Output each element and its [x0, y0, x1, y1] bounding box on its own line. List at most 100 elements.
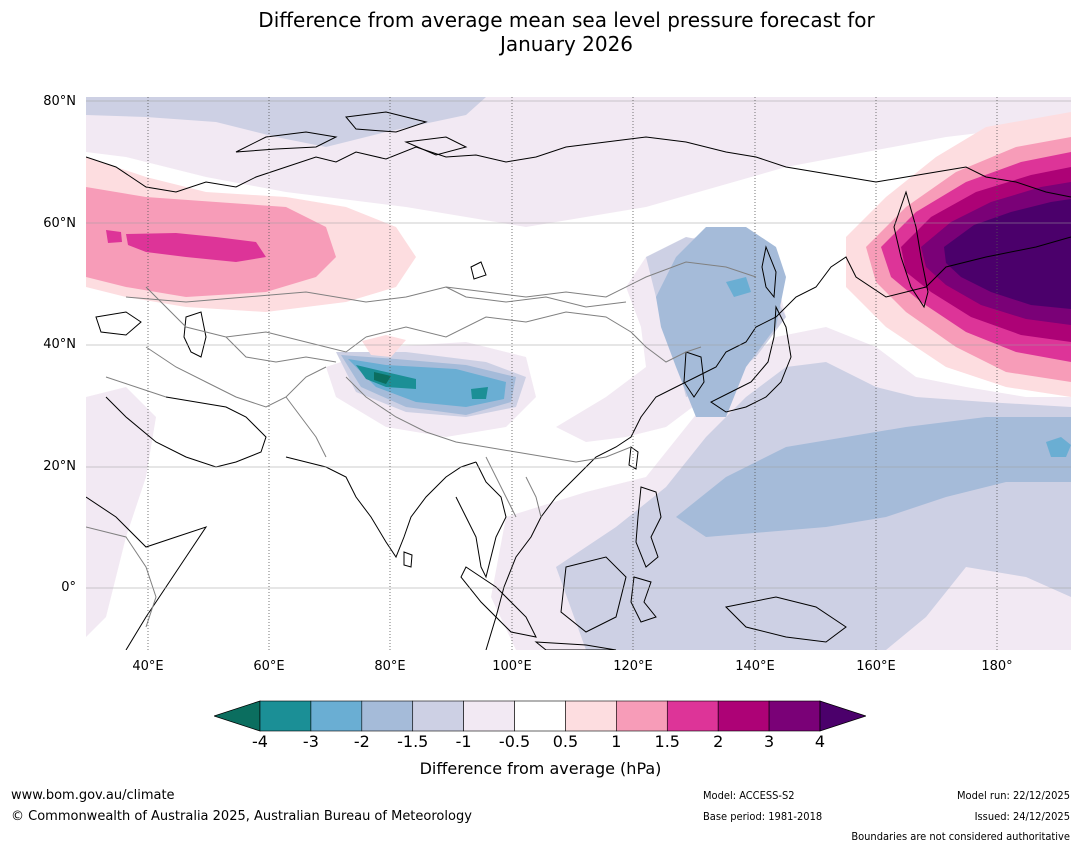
coastline-franz-josef	[345, 111, 428, 133]
lon-label-40e: 40°E	[132, 659, 164, 674]
lon-label-140e: 140°E	[735, 659, 775, 674]
border-china-south	[345, 376, 632, 463]
lon-label-100e: 100°E	[492, 659, 532, 674]
map-svg	[86, 97, 1071, 650]
coastline-india	[285, 456, 477, 559]
latitude-gridlines	[86, 100, 1071, 589]
footer-model-run: Model run: 22/12/2025	[957, 789, 1070, 802]
colorbar-tick-label: -0.5	[498, 732, 531, 751]
lat-label-0: 0°	[61, 580, 76, 595]
colorbar-svg	[212, 700, 868, 732]
coastline-baikal	[470, 261, 487, 280]
colorbar-label: Difference from average (hPa)	[419, 759, 662, 778]
coastline-black-sea	[95, 311, 142, 336]
coastline-korea	[683, 351, 705, 398]
colorbar-extend-high	[819, 700, 868, 732]
pressure-anomaly-map	[86, 97, 1071, 650]
coastline-japan	[710, 305, 792, 413]
lat-label-20n: 20°N	[43, 459, 76, 474]
footer-url[interactable]: www.bom.gov.au/climate	[11, 788, 175, 803]
border-middle-east	[105, 376, 167, 398]
colorbar	[212, 700, 868, 732]
chart-title-line1: Difference from average mean sea level p…	[258, 8, 875, 32]
border-africa	[86, 526, 157, 628]
lon-label-120e: 120°E	[613, 659, 653, 674]
footer-issued: Issued: 24/12/2025	[974, 810, 1070, 823]
lat-label-80n: 80°N	[43, 94, 76, 109]
border-russia-south	[125, 261, 757, 303]
colorbar-segment	[717, 700, 770, 732]
chart-title-line2: January 2026	[499, 32, 634, 56]
lon-label-160e: 160°E	[856, 659, 896, 674]
coastline-new-guinea	[724, 596, 847, 643]
coastline-arctic	[86, 136, 1071, 198]
anomaly-region-plus4-pacific	[944, 199, 1071, 309]
country-borders	[86, 261, 757, 628]
colorbar-segment	[666, 700, 719, 732]
coastline-sakhalin	[761, 245, 777, 299]
colorbar-tick-label: -1	[455, 732, 472, 751]
anomaly-region-minus05-west	[86, 387, 156, 637]
anomaly-region-plus05-central	[362, 335, 406, 357]
coastline-novaya-zemlya	[235, 131, 338, 153]
coastline-sumatra	[460, 566, 537, 638]
border-mongolia	[445, 286, 627, 308]
anomaly-region-plus15-russia	[126, 233, 266, 262]
anomaly-region-minus15-pacific	[676, 417, 1071, 537]
colorbar-tick-label: -2	[353, 732, 370, 751]
footer-model: Model: ACCESS-S2	[703, 789, 795, 802]
lon-label-80e: 80°E	[374, 659, 406, 674]
border-iran	[145, 346, 327, 408]
longitude-gridlines	[147, 97, 998, 650]
colorbar-segment	[361, 700, 414, 732]
anomaly-region-minus2-asia	[726, 277, 751, 297]
colorbar-segment	[259, 700, 312, 732]
lon-label-180: 180°	[981, 659, 1013, 674]
coastline-indochina	[455, 461, 507, 579]
anomaly-region-minus4-tibet	[374, 372, 391, 384]
border-china	[365, 311, 702, 363]
coastline-sulawesi	[630, 576, 657, 623]
colorbar-tick-label: 3	[763, 732, 775, 751]
lon-label-60e: 60°E	[253, 659, 285, 674]
colorbar-tick-label: 1.5	[654, 732, 680, 751]
colorbar-segment	[310, 700, 363, 732]
coastline-borneo	[560, 556, 627, 633]
anomaly-region-minus1-north	[86, 97, 486, 147]
colorbar-segment	[514, 700, 566, 732]
colorbar-segment	[768, 700, 821, 732]
colorbar-segment	[463, 700, 515, 732]
anomaly-region-minus2-pacific	[1046, 437, 1071, 457]
footer-copyright: © Commonwealth of Australia 2025, Austra…	[11, 809, 472, 824]
anomaly-region-minus2-tibet	[348, 359, 506, 407]
colorbar-tick-label: -3	[302, 732, 319, 751]
colorbar-segment	[412, 700, 464, 732]
colorbar-tick-label: -4	[252, 732, 268, 751]
colorbar-tick-label: -1.5	[397, 732, 429, 751]
colorbar-tick-label: 2	[713, 732, 724, 751]
colorbar-tick-label: 0.5	[552, 732, 579, 751]
border-southeast-asia	[525, 476, 542, 518]
coastline-java	[534, 641, 617, 650]
coastline-severnaya	[404, 136, 468, 156]
coastline-taiwan	[628, 446, 639, 470]
coastline-arabia	[105, 396, 267, 468]
anomaly-region-minus3-tibet-east	[471, 387, 488, 399]
footer-disclaimer: Boundaries are not considered authoritat…	[851, 830, 1070, 843]
border-pakistan	[285, 396, 327, 458]
colorbar-extend-low	[212, 700, 261, 732]
colorbar-segment	[565, 700, 617, 732]
footer-base-period: Base period: 1981-2018	[703, 810, 823, 823]
coastline-caspian	[183, 311, 207, 358]
lat-label-40n: 40°N	[43, 337, 76, 352]
coastline-kamchatka	[893, 190, 929, 309]
coastline-sri-lanka	[403, 551, 413, 568]
chart-title: Difference from average mean sea level p…	[0, 8, 1081, 56]
colorbar-tick-label: 4	[814, 732, 826, 751]
colorbar-segment	[616, 700, 668, 732]
coastline-philippines	[635, 486, 662, 568]
anomaly-region-plus15-russia-west	[106, 230, 122, 243]
border-central-asia	[225, 336, 337, 363]
anomaly-region-minus15-asia	[656, 227, 786, 417]
border-kazakhstan	[145, 286, 367, 353]
